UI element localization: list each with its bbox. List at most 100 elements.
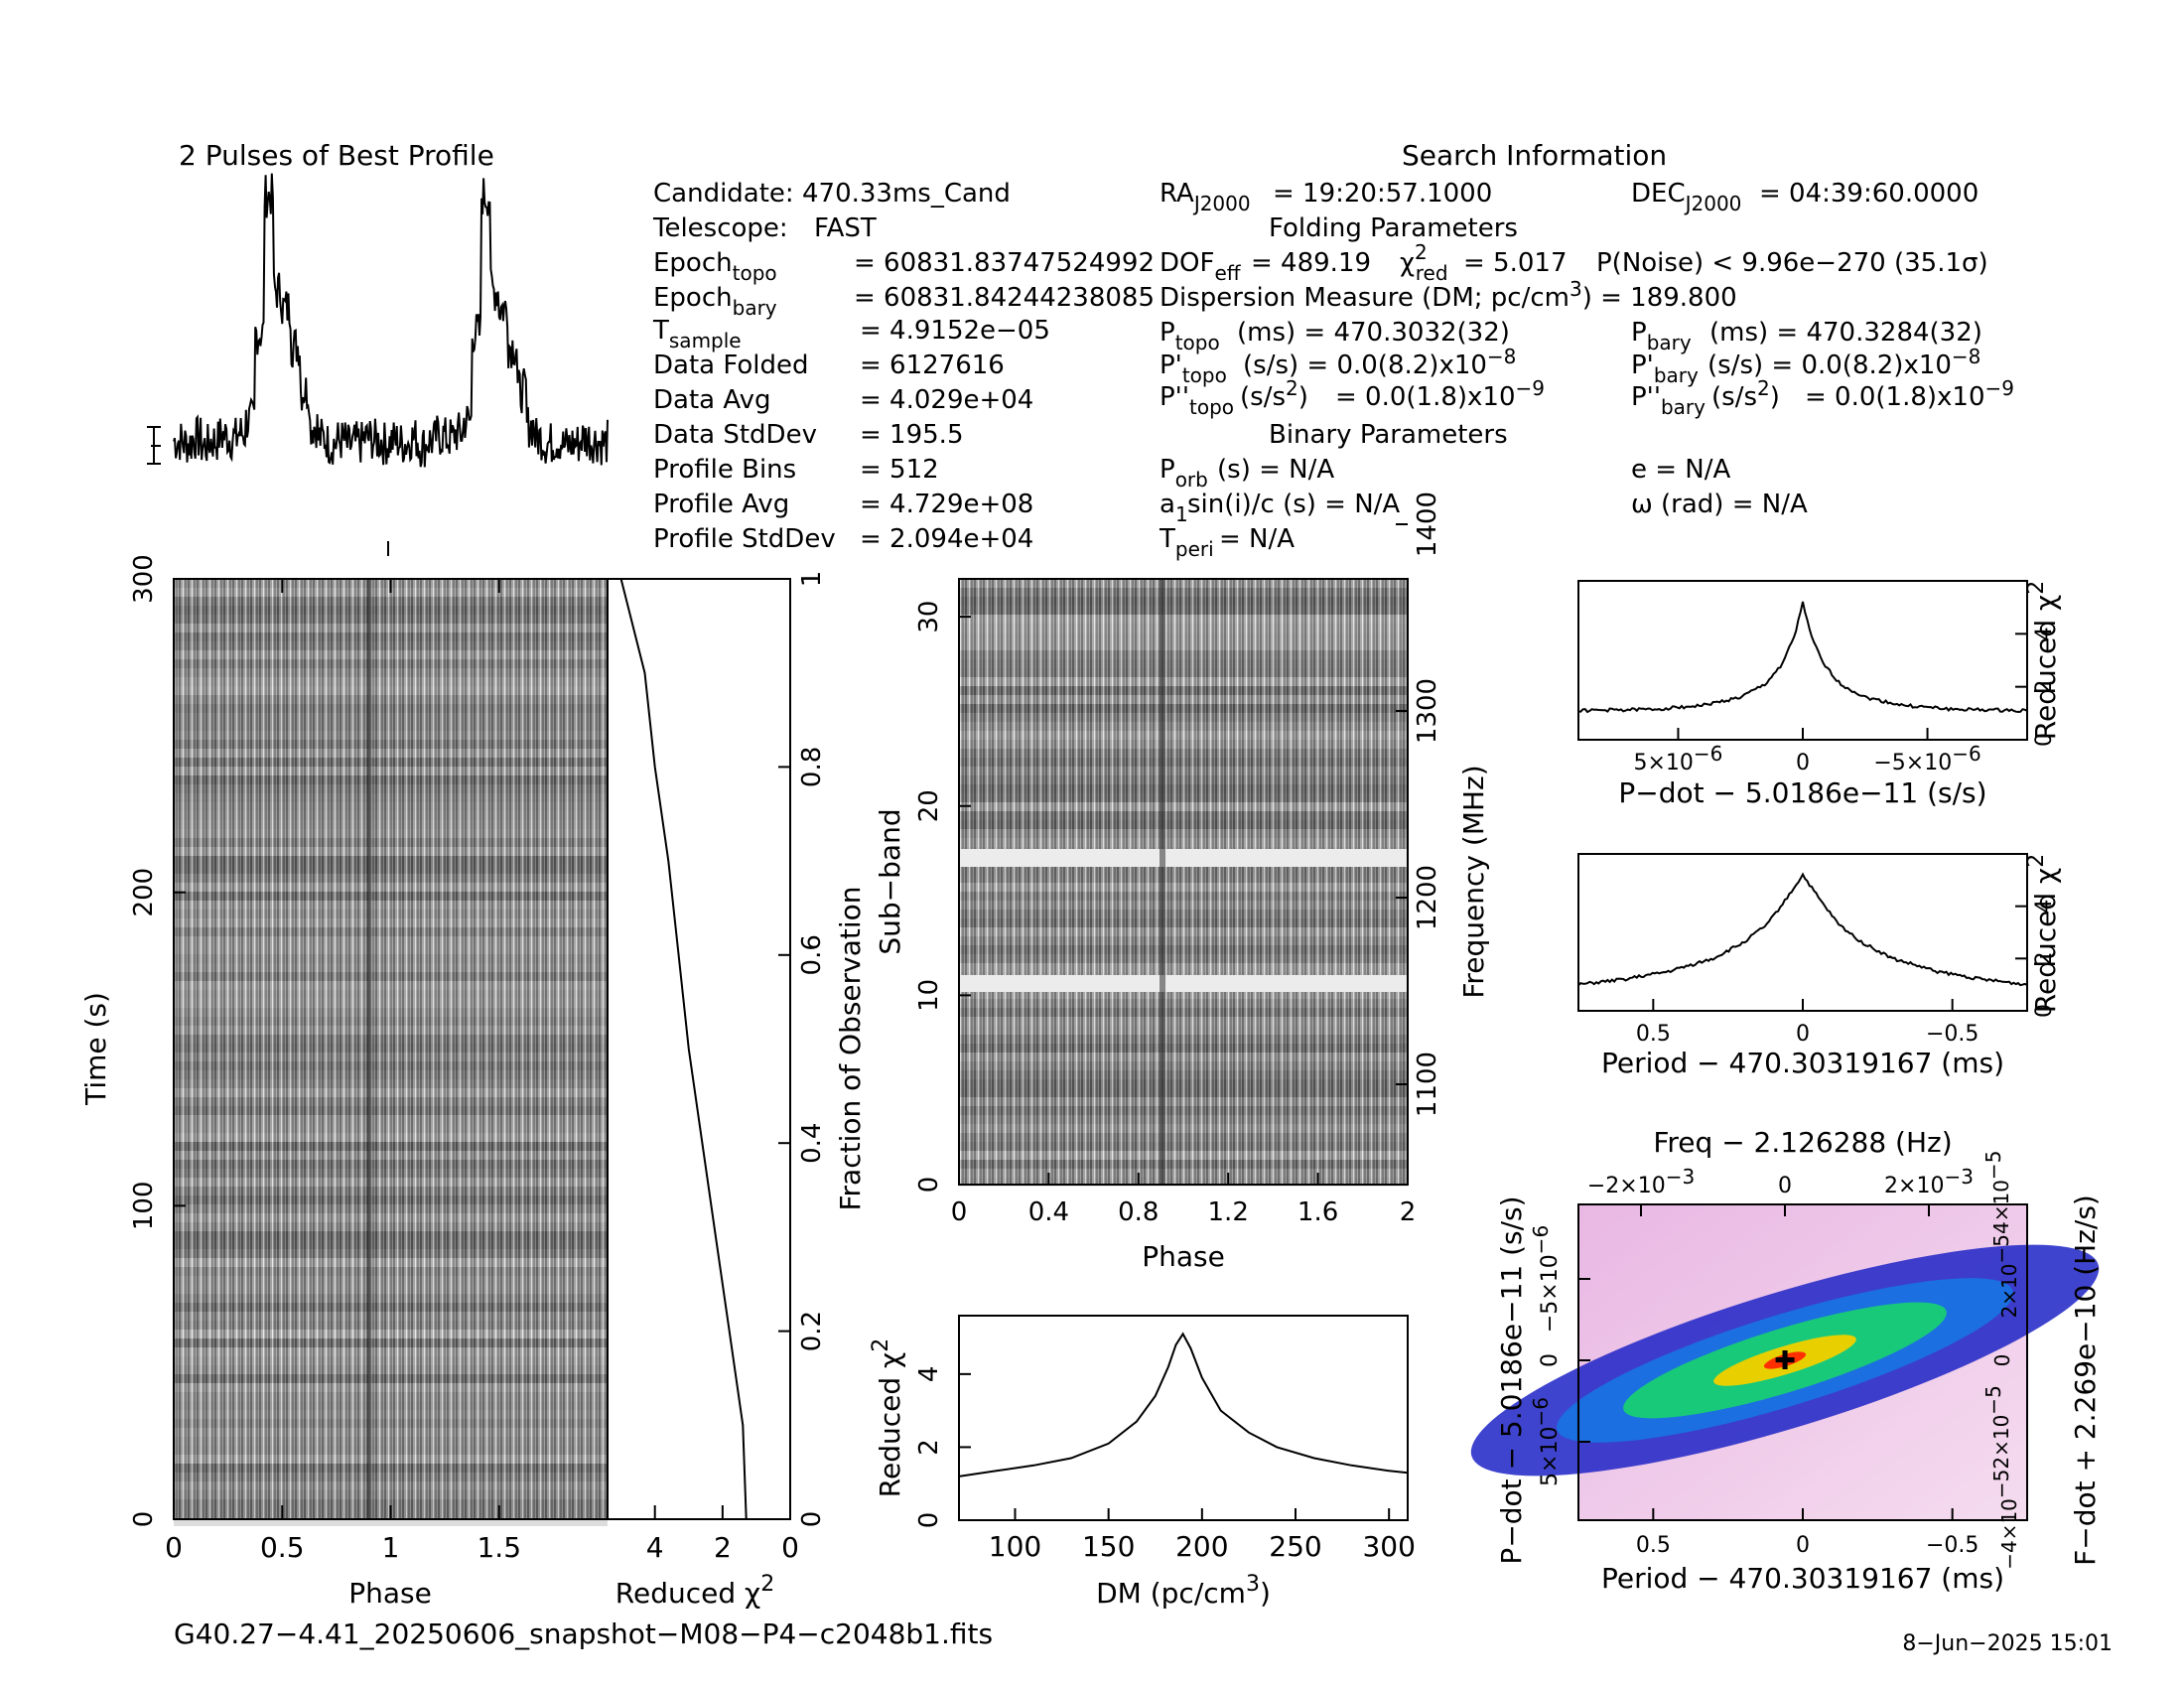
chi-time-ytick: 0.8 [797,747,827,787]
time-phase-row [174,1499,608,1508]
time-phase-row [174,1142,608,1151]
dm-xtick: 150 [1082,1530,1135,1563]
time-phase-row [174,883,608,892]
subband-row [959,758,1408,767]
subband-row [959,784,1408,793]
subband-row [959,1169,1408,1178]
pp-right-label: F−dot + 2.269e−10 (Hz/s) [2069,1195,2102,1566]
dec-label: DECJ2000 [1631,179,1741,215]
subband-row [959,588,1408,597]
pp-ylabel: P−dot − 5.0186e−11 (s/s) [1495,1196,1528,1564]
time-phase-row [174,1044,608,1053]
time-phase-row [174,802,608,811]
pdot-ytick: 4 [2032,627,2057,640]
pbary-value: (ms) = 470.3284(32) [1709,318,1982,348]
porb-label: Porb [1160,455,1208,492]
pstd-label: Profile StdDev [653,524,836,554]
subband-row [959,883,1408,892]
dm-trace [958,1332,1409,1477]
pdot-xtick: −5×10−6 [1873,742,1980,775]
time-phase-row [174,1303,608,1312]
pp-ytick: −5×10−6 [1529,1225,1563,1333]
time-phase-row [174,847,608,856]
subband-row [959,615,1408,624]
subband-row [959,686,1408,695]
pavg-value: = 4.729e+08 [860,490,1033,519]
subband-row [959,874,1408,883]
subband-row [959,713,1408,722]
time-phase-row [174,731,608,740]
pp-ytick: 0 [1538,1353,1563,1367]
subband-ylabel: Sub−band [874,808,906,954]
subband-row [959,1035,1408,1044]
pp-top-label: Freq − 2.126288 (Hz) [1653,1126,1952,1159]
time-phase-row [174,668,608,677]
subband-row [959,1017,1408,1026]
time-phase-row [174,1490,608,1499]
time-phase-row [174,793,608,802]
time-phase-row [174,1401,608,1410]
pp-xtick: 0 [1796,1533,1810,1558]
telescope-label: Telescope: [652,213,788,243]
time-phase-row [174,972,608,981]
time-phase-xlabel: Phase [348,1577,432,1610]
time-phase-row [174,1446,608,1455]
time-phase-row [174,1392,608,1401]
time-phase-ylabel: Time (s) [79,992,112,1106]
footer-date: 8−Jun−2025 15:01 [1902,1631,2113,1656]
subband-row [959,650,1408,659]
time-phase-row [174,918,608,927]
time-phase-row [174,704,608,713]
candidate-value: 470.33ms_Cand [802,179,1011,209]
subband-row [959,927,1408,936]
epoch-bary-label: Epochbary [653,283,777,320]
frequency-label: Frequency (MHz) [1457,765,1490,998]
std-label: Data StdDev [653,420,817,450]
pulse-track [367,579,371,1519]
time-phase-row [174,740,608,749]
time-phase-row [174,695,608,704]
subband-ytick: 0 [914,1177,944,1194]
time-phase-row [174,865,608,874]
dec-value: = 04:39:60.0000 [1759,179,1979,209]
time-phase-row [174,1374,608,1383]
subband-row [959,1124,1408,1133]
time-phase-row [174,1204,608,1213]
time-phase-row [174,1267,608,1276]
subband-row [959,954,1408,963]
period-ytick: 0 [2032,1004,2057,1018]
subband-row [959,1097,1408,1106]
subband-row [959,749,1408,758]
binary-header: Binary Parameters [1269,420,1508,450]
porb-value: (s) = N/A [1217,455,1334,485]
avg-label: Data Avg [653,385,771,415]
subband-row [959,579,1408,588]
chi-time-trace [619,578,748,1520]
tsample-value: = 4.9152e−05 [860,316,1050,346]
dm-xtick: 250 [1269,1530,1321,1563]
time-phase-row [174,1410,608,1419]
profile-line [173,173,609,468]
subband-row [959,722,1408,731]
std-value: = 195.5 [860,420,963,450]
chi-time-ytick: 0.6 [797,934,827,975]
time-phase-row [174,606,608,615]
subband-row [959,677,1408,686]
subband-row [959,1079,1408,1088]
subband-row [959,633,1408,641]
time-phase-row [174,1079,608,1088]
subband-row [959,990,1408,999]
subband-row [959,597,1408,606]
pddtopo-label: P''topo (s/s2) [1160,376,1308,419]
chi-time-xtick: 0 [781,1531,799,1564]
time-phase-row [174,963,608,972]
time-phase-ytick: 200 [129,868,159,917]
subband-row [959,1106,1408,1115]
svg-text:0: 0 [1990,1354,2014,1367]
time-phase-row [174,1312,608,1321]
subband-row [959,1053,1408,1061]
subband-row [959,945,1408,954]
time-phase-row [174,1124,608,1133]
subband-row [959,704,1408,713]
pstd-value: = 2.094e+04 [860,524,1033,554]
